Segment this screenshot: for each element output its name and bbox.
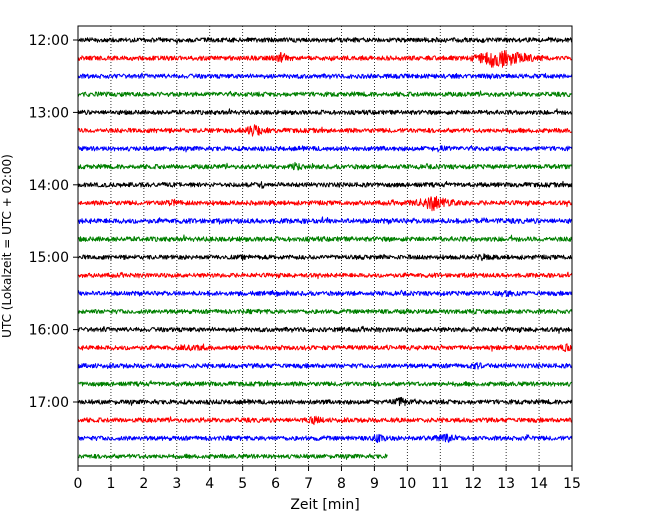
- trace-line: [77, 289, 573, 298]
- trace-line: [77, 453, 388, 460]
- trace-line: [77, 161, 573, 171]
- x-tick-label: 6: [271, 476, 280, 492]
- trace-line: [77, 124, 573, 137]
- x-tick-label: 9: [370, 476, 379, 492]
- seismogram-traces: [77, 36, 573, 460]
- trace-line: [77, 396, 573, 407]
- trace-line: [77, 195, 573, 212]
- y-tick-label: 13:00: [29, 105, 69, 121]
- trace-line: [77, 145, 573, 153]
- x-tick-label: 11: [431, 476, 449, 492]
- x-tick-label: 12: [464, 476, 482, 492]
- x-tick-label: 13: [497, 476, 515, 492]
- trace-line: [77, 380, 573, 387]
- trace-line: [77, 271, 573, 280]
- x-tick-label: 15: [563, 476, 581, 492]
- x-axis-ticks: 0 1 2 3 4 5 6 7 8 9 10 11 12 13 14 15: [74, 466, 581, 492]
- grid-lines: [110, 26, 540, 466]
- x-tick-label: 0: [74, 476, 83, 492]
- x-tick-label: 7: [304, 476, 313, 492]
- trace-line: [77, 308, 573, 315]
- trace-line: [77, 216, 573, 225]
- x-tick-label: 4: [205, 476, 214, 492]
- x-tick-label: 14: [530, 476, 548, 492]
- y-tick-label: 17:00: [29, 395, 69, 411]
- trace-line: [77, 433, 573, 444]
- trace-line: [77, 36, 573, 44]
- trace-line: [77, 180, 573, 189]
- y-tick-label: 14:00: [29, 178, 69, 194]
- y-axis-label: UTC (Lokalzeit = UTC + 02:00): [0, 154, 14, 338]
- trace-line: [77, 415, 573, 426]
- trace-line: [77, 362, 573, 370]
- trace-line: [77, 325, 573, 334]
- trace-line: [77, 72, 573, 80]
- x-axis-label: Zeit [min]: [290, 497, 359, 513]
- trace-line: [77, 90, 573, 98]
- x-tick-label: 5: [238, 476, 247, 492]
- plot-frame: [77, 25, 573, 467]
- trace-line: [77, 253, 573, 262]
- x-tick-label: 8: [337, 476, 346, 492]
- trace-line: [77, 50, 573, 68]
- y-tick-label: 16:00: [29, 323, 69, 339]
- x-tick-label: 1: [106, 476, 115, 492]
- y-tick-label: 12:00: [29, 33, 69, 49]
- x-tick-label: 2: [139, 476, 148, 492]
- trace-line: [77, 234, 573, 243]
- trace-line: [77, 108, 573, 116]
- plot-background: [78, 26, 572, 466]
- x-tick-label: 10: [398, 476, 416, 492]
- y-tick-label: 15:00: [29, 250, 69, 266]
- trace-line: [77, 343, 573, 353]
- y-axis-ticks: 12:00 13:00 14:00 15:00 16:00 17:00: [29, 33, 78, 411]
- x-tick-label: 3: [172, 476, 181, 492]
